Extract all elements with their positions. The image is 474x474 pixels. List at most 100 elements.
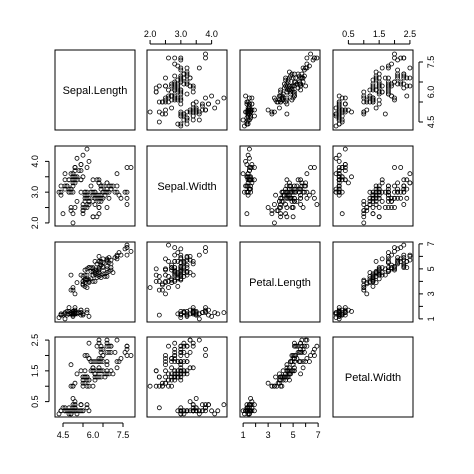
data-point: [294, 183, 300, 189]
data-point: [336, 180, 342, 186]
data-point: [395, 180, 401, 186]
data-point: [187, 109, 193, 115]
data-point: [98, 183, 104, 189]
data-point: [283, 77, 289, 83]
data-point: [58, 408, 64, 414]
data-point: [407, 252, 413, 258]
tick-label: 7: [426, 241, 436, 246]
data-point: [82, 195, 88, 201]
data-point: [291, 189, 297, 195]
data-point: [385, 186, 391, 192]
data-point: [373, 198, 379, 204]
data-point: [108, 349, 114, 355]
data-point: [84, 165, 90, 170]
tick-label: 0.5: [342, 29, 355, 39]
data-point: [339, 165, 345, 170]
data-point: [181, 368, 187, 374]
tick-label: 3: [266, 430, 271, 440]
data-point: [66, 405, 72, 411]
data-point: [193, 109, 199, 115]
data-point: [175, 408, 181, 414]
panel-frame: [332, 336, 414, 418]
data-point: [370, 211, 376, 217]
data-point: [62, 183, 68, 189]
data-point: [370, 205, 376, 210]
data-point: [342, 165, 348, 170]
data-point: [60, 211, 66, 217]
data-point: [401, 177, 407, 183]
variable-name-label: Petal.Length: [249, 277, 311, 289]
data-point: [398, 81, 404, 87]
data-point: [376, 272, 382, 278]
data-point: [373, 271, 379, 277]
data-point: [78, 189, 84, 195]
data-point: [283, 211, 289, 217]
data-point: [295, 343, 301, 349]
data-point: [291, 195, 297, 201]
data-point: [304, 337, 310, 343]
data-point: [203, 405, 208, 411]
data-point: [392, 248, 397, 254]
data-point: [88, 359, 94, 365]
data-point: [102, 273, 108, 279]
data-point: [184, 265, 190, 271]
data-point: [342, 95, 348, 101]
data-point: [301, 343, 307, 349]
data-point: [311, 346, 317, 352]
data-point: [271, 202, 277, 207]
data-point: [295, 85, 301, 91]
data-point: [407, 180, 413, 186]
data-point: [401, 242, 407, 248]
data-point: [178, 101, 184, 107]
data-point: [401, 261, 407, 267]
data-point: [244, 99, 250, 105]
data-point: [286, 365, 292, 371]
data-point: [184, 255, 190, 261]
data-point: [172, 359, 178, 365]
data-point: [166, 87, 171, 93]
data-point: [72, 205, 78, 210]
data-point: [269, 383, 275, 389]
panel-frame: [54, 241, 136, 323]
data-point: [70, 402, 76, 408]
data-point: [385, 198, 391, 204]
data-point: [288, 371, 294, 377]
data-point: [147, 285, 153, 291]
data-point: [94, 343, 100, 349]
data-point: [298, 346, 304, 352]
data-point: [66, 177, 72, 183]
data-point: [169, 383, 175, 389]
data-point: [172, 245, 178, 251]
data-point: [66, 189, 72, 195]
data-point: [284, 365, 290, 371]
data-point: [401, 252, 407, 258]
data-point: [104, 257, 110, 263]
data-point: [199, 310, 205, 316]
data-point: [301, 183, 307, 189]
data-point: [373, 75, 379, 81]
data-point: [104, 368, 110, 374]
data-point: [345, 180, 351, 186]
data-point: [100, 189, 106, 195]
data-point: [190, 89, 196, 95]
data-point: [124, 353, 130, 358]
data-point: [398, 189, 404, 195]
data-point: [349, 174, 354, 180]
data-point: [184, 117, 190, 123]
data-point: [187, 365, 193, 371]
data-point: [96, 374, 102, 380]
data-point: [178, 365, 184, 371]
data-point: [104, 205, 110, 210]
data-point: [184, 311, 190, 317]
data-point: [124, 343, 130, 349]
data-point: [153, 368, 159, 374]
data-point: [193, 99, 199, 105]
panel-frame: [146, 241, 228, 323]
data-point: [196, 316, 202, 322]
data-point: [376, 192, 382, 198]
data-point: [166, 258, 171, 264]
data-point: [172, 83, 178, 89]
data-point: [298, 195, 304, 201]
data-point: [245, 152, 251, 158]
data-point: [293, 75, 299, 81]
